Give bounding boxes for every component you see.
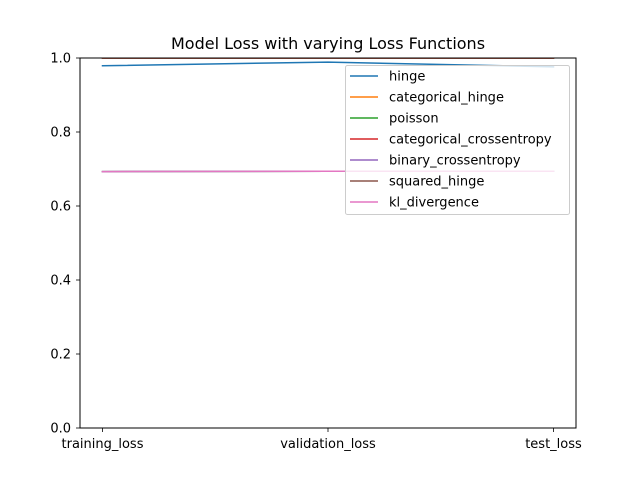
x-tick-label: validation_loss bbox=[280, 437, 376, 452]
legend-box bbox=[345, 65, 570, 215]
x-axis: training_loss validation_loss test_loss bbox=[62, 428, 582, 452]
y-axis: 0.0 0.2 0.4 0.6 0.8 1.0 bbox=[50, 52, 80, 437]
y-tick-label: 0.8 bbox=[50, 126, 71, 141]
legend-label-kl-divergence: kl_divergence bbox=[389, 196, 479, 211]
y-tick-label: 0.0 bbox=[50, 422, 71, 437]
legend-label-hinge: hinge bbox=[389, 70, 425, 85]
chart-title: Model Loss with varying Loss Functions bbox=[171, 34, 485, 53]
y-tick-label: 0.2 bbox=[50, 348, 71, 363]
legend-label-categorical-hinge: categorical_hinge bbox=[389, 91, 504, 106]
legend-label-categorical-crossentropy: categorical_crossentropy bbox=[389, 133, 552, 148]
x-tick-label: training_loss bbox=[62, 437, 144, 452]
x-tick-label: test_loss bbox=[525, 437, 582, 452]
legend-label-binary-crossentropy: binary_crossentropy bbox=[389, 154, 521, 169]
y-tick-label: 0.4 bbox=[50, 274, 71, 289]
y-tick-label: 1.0 bbox=[50, 52, 71, 67]
legend-label-squared-hinge: squared_hinge bbox=[389, 175, 484, 190]
legend-label-poisson: poisson bbox=[389, 112, 439, 127]
y-tick-label: 0.6 bbox=[50, 200, 71, 215]
